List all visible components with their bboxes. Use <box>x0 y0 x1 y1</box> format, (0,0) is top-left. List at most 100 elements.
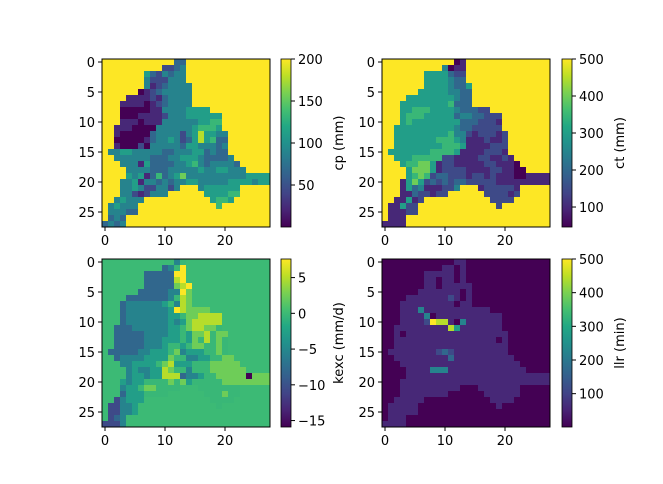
heatmap-cell <box>192 373 199 380</box>
heatmap-cell <box>472 289 479 296</box>
heatmap-cell <box>442 209 449 216</box>
heatmap-cell <box>216 265 223 272</box>
heatmap-cell <box>382 331 389 338</box>
heatmap-cell <box>472 179 479 186</box>
heatmap-cell <box>180 421 187 428</box>
heatmap-cell <box>108 173 115 180</box>
heatmap-cell <box>258 331 265 338</box>
heatmap-cell <box>400 403 407 410</box>
heatmap-cell <box>442 391 449 398</box>
heatmap-cell <box>126 391 133 398</box>
heatmap-cell <box>418 409 425 416</box>
heatmap-cell <box>490 221 497 228</box>
heatmap-cell <box>174 209 181 216</box>
heatmap-cell <box>246 289 253 296</box>
heatmap-cell <box>102 391 109 398</box>
colorbar-tick-label: 100 <box>579 201 604 216</box>
heatmap-cell <box>526 119 533 126</box>
heatmap-cell <box>430 215 437 222</box>
heatmap-cell <box>484 277 491 284</box>
heatmap-cell <box>210 167 217 174</box>
heatmap-cell <box>484 403 491 410</box>
heatmap-cell <box>168 215 175 222</box>
heatmap-cell <box>252 295 259 302</box>
heatmap-cell <box>406 331 413 338</box>
heatmap-cell <box>186 403 193 410</box>
heatmap-cell <box>138 391 145 398</box>
heatmap-cell <box>198 95 205 102</box>
heatmap-cell <box>418 113 425 120</box>
heatmap-cell <box>108 149 115 156</box>
heatmap-cell <box>472 355 479 362</box>
heatmap-cell <box>246 259 253 266</box>
heatmap-cell <box>144 167 151 174</box>
heatmap-cell <box>478 403 485 410</box>
heatmap-cell <box>252 331 259 338</box>
heatmap-cell <box>162 295 169 302</box>
heatmap-cell <box>240 161 247 168</box>
heatmap-cell <box>108 373 115 380</box>
heatmap-cell <box>448 77 455 84</box>
heatmap-cell <box>264 331 271 338</box>
heatmap-cell <box>442 355 449 362</box>
heatmap-cell <box>412 161 419 168</box>
heatmap-cell <box>126 155 133 162</box>
heatmap-cell <box>514 119 521 126</box>
heatmap-cell <box>180 107 187 114</box>
heatmap-cell <box>180 143 187 150</box>
heatmap-cell <box>484 71 491 78</box>
heatmap-cell <box>532 143 539 150</box>
heatmap-cell <box>400 343 407 350</box>
heatmap-cell <box>120 59 127 66</box>
heatmap-cell <box>430 409 437 416</box>
heatmap-cell <box>228 161 235 168</box>
heatmap-cell <box>204 379 211 386</box>
heatmap-cell <box>234 113 241 120</box>
heatmap-cell <box>186 197 193 204</box>
heatmap-cell <box>186 113 193 120</box>
heatmap-cell <box>222 403 229 410</box>
heatmap-cell <box>108 215 115 222</box>
y-tick-label: 15 <box>78 346 95 361</box>
heatmap-cell <box>400 155 407 162</box>
heatmap-cell <box>228 131 235 138</box>
heatmap-cell <box>246 221 253 228</box>
heatmap-cell <box>424 125 431 132</box>
heatmap-cell <box>496 283 503 290</box>
heatmap-cell <box>246 83 253 90</box>
heatmap-cell <box>264 415 271 422</box>
heatmap-cell <box>478 143 485 150</box>
heatmap-cell <box>466 301 473 308</box>
heatmap-cell <box>388 421 395 428</box>
heatmap-cell <box>472 107 479 114</box>
heatmap-cell <box>508 101 515 108</box>
heatmap-cell <box>454 373 461 380</box>
heatmap-cell <box>126 283 133 290</box>
heatmap-cell <box>460 167 467 174</box>
heatmap-cell <box>144 173 151 180</box>
heatmap-cell <box>198 385 205 392</box>
heatmap-cell <box>234 203 241 210</box>
heatmap-cell <box>258 361 265 368</box>
heatmap-cell <box>520 65 527 72</box>
heatmap-cell <box>156 283 163 290</box>
heatmap-cell <box>198 319 205 326</box>
heatmap-cell <box>382 203 389 210</box>
heatmap-cell <box>198 301 205 308</box>
heatmap-cell <box>102 221 109 228</box>
heatmap-cell <box>472 337 479 344</box>
heatmap-cell <box>162 197 169 204</box>
heatmap-cell <box>264 277 271 284</box>
heatmap-cell <box>156 307 163 314</box>
heatmap-cell <box>180 307 187 314</box>
heatmap-cell <box>264 221 271 228</box>
heatmap-cell <box>150 113 157 120</box>
heatmap-cell <box>484 65 491 72</box>
heatmap-cell <box>478 89 485 96</box>
heatmap-cell <box>264 173 271 180</box>
y-tick-label: 5 <box>87 286 95 301</box>
heatmap-cell <box>222 143 229 150</box>
heatmap-cell <box>526 203 533 210</box>
heatmap-cell <box>108 155 115 162</box>
heatmap-cell <box>442 143 449 150</box>
